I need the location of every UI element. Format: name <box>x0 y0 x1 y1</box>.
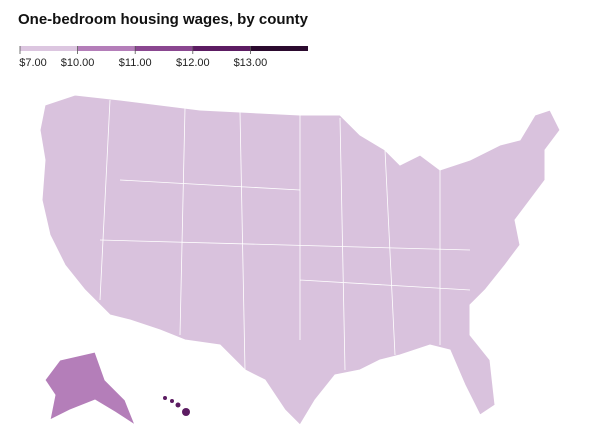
state-borders <box>99 99 471 371</box>
legend: $7.00 $10.00 $11.00 $12.00 $13.00 <box>19 46 308 69</box>
hawaii <box>163 396 190 416</box>
legend-tick-label: $7.00 <box>19 57 47 69</box>
legend-tick-label: $11.00 <box>119 57 152 69</box>
legend-swatch <box>77 46 136 51</box>
legend-swatch <box>192 46 251 51</box>
legend-tick-label: $13.00 <box>234 57 268 69</box>
legend-swatch <box>135 46 193 51</box>
legend-swatch <box>20 46 78 51</box>
legend-swatch <box>250 46 308 51</box>
legend-tick-label: $10.00 <box>61 57 95 69</box>
map-title: One-bedroom housing wages, by county <box>18 11 309 28</box>
alaska <box>44 351 137 427</box>
legend-tick-label: $12.00 <box>176 57 210 69</box>
us-map <box>39 94 561 427</box>
